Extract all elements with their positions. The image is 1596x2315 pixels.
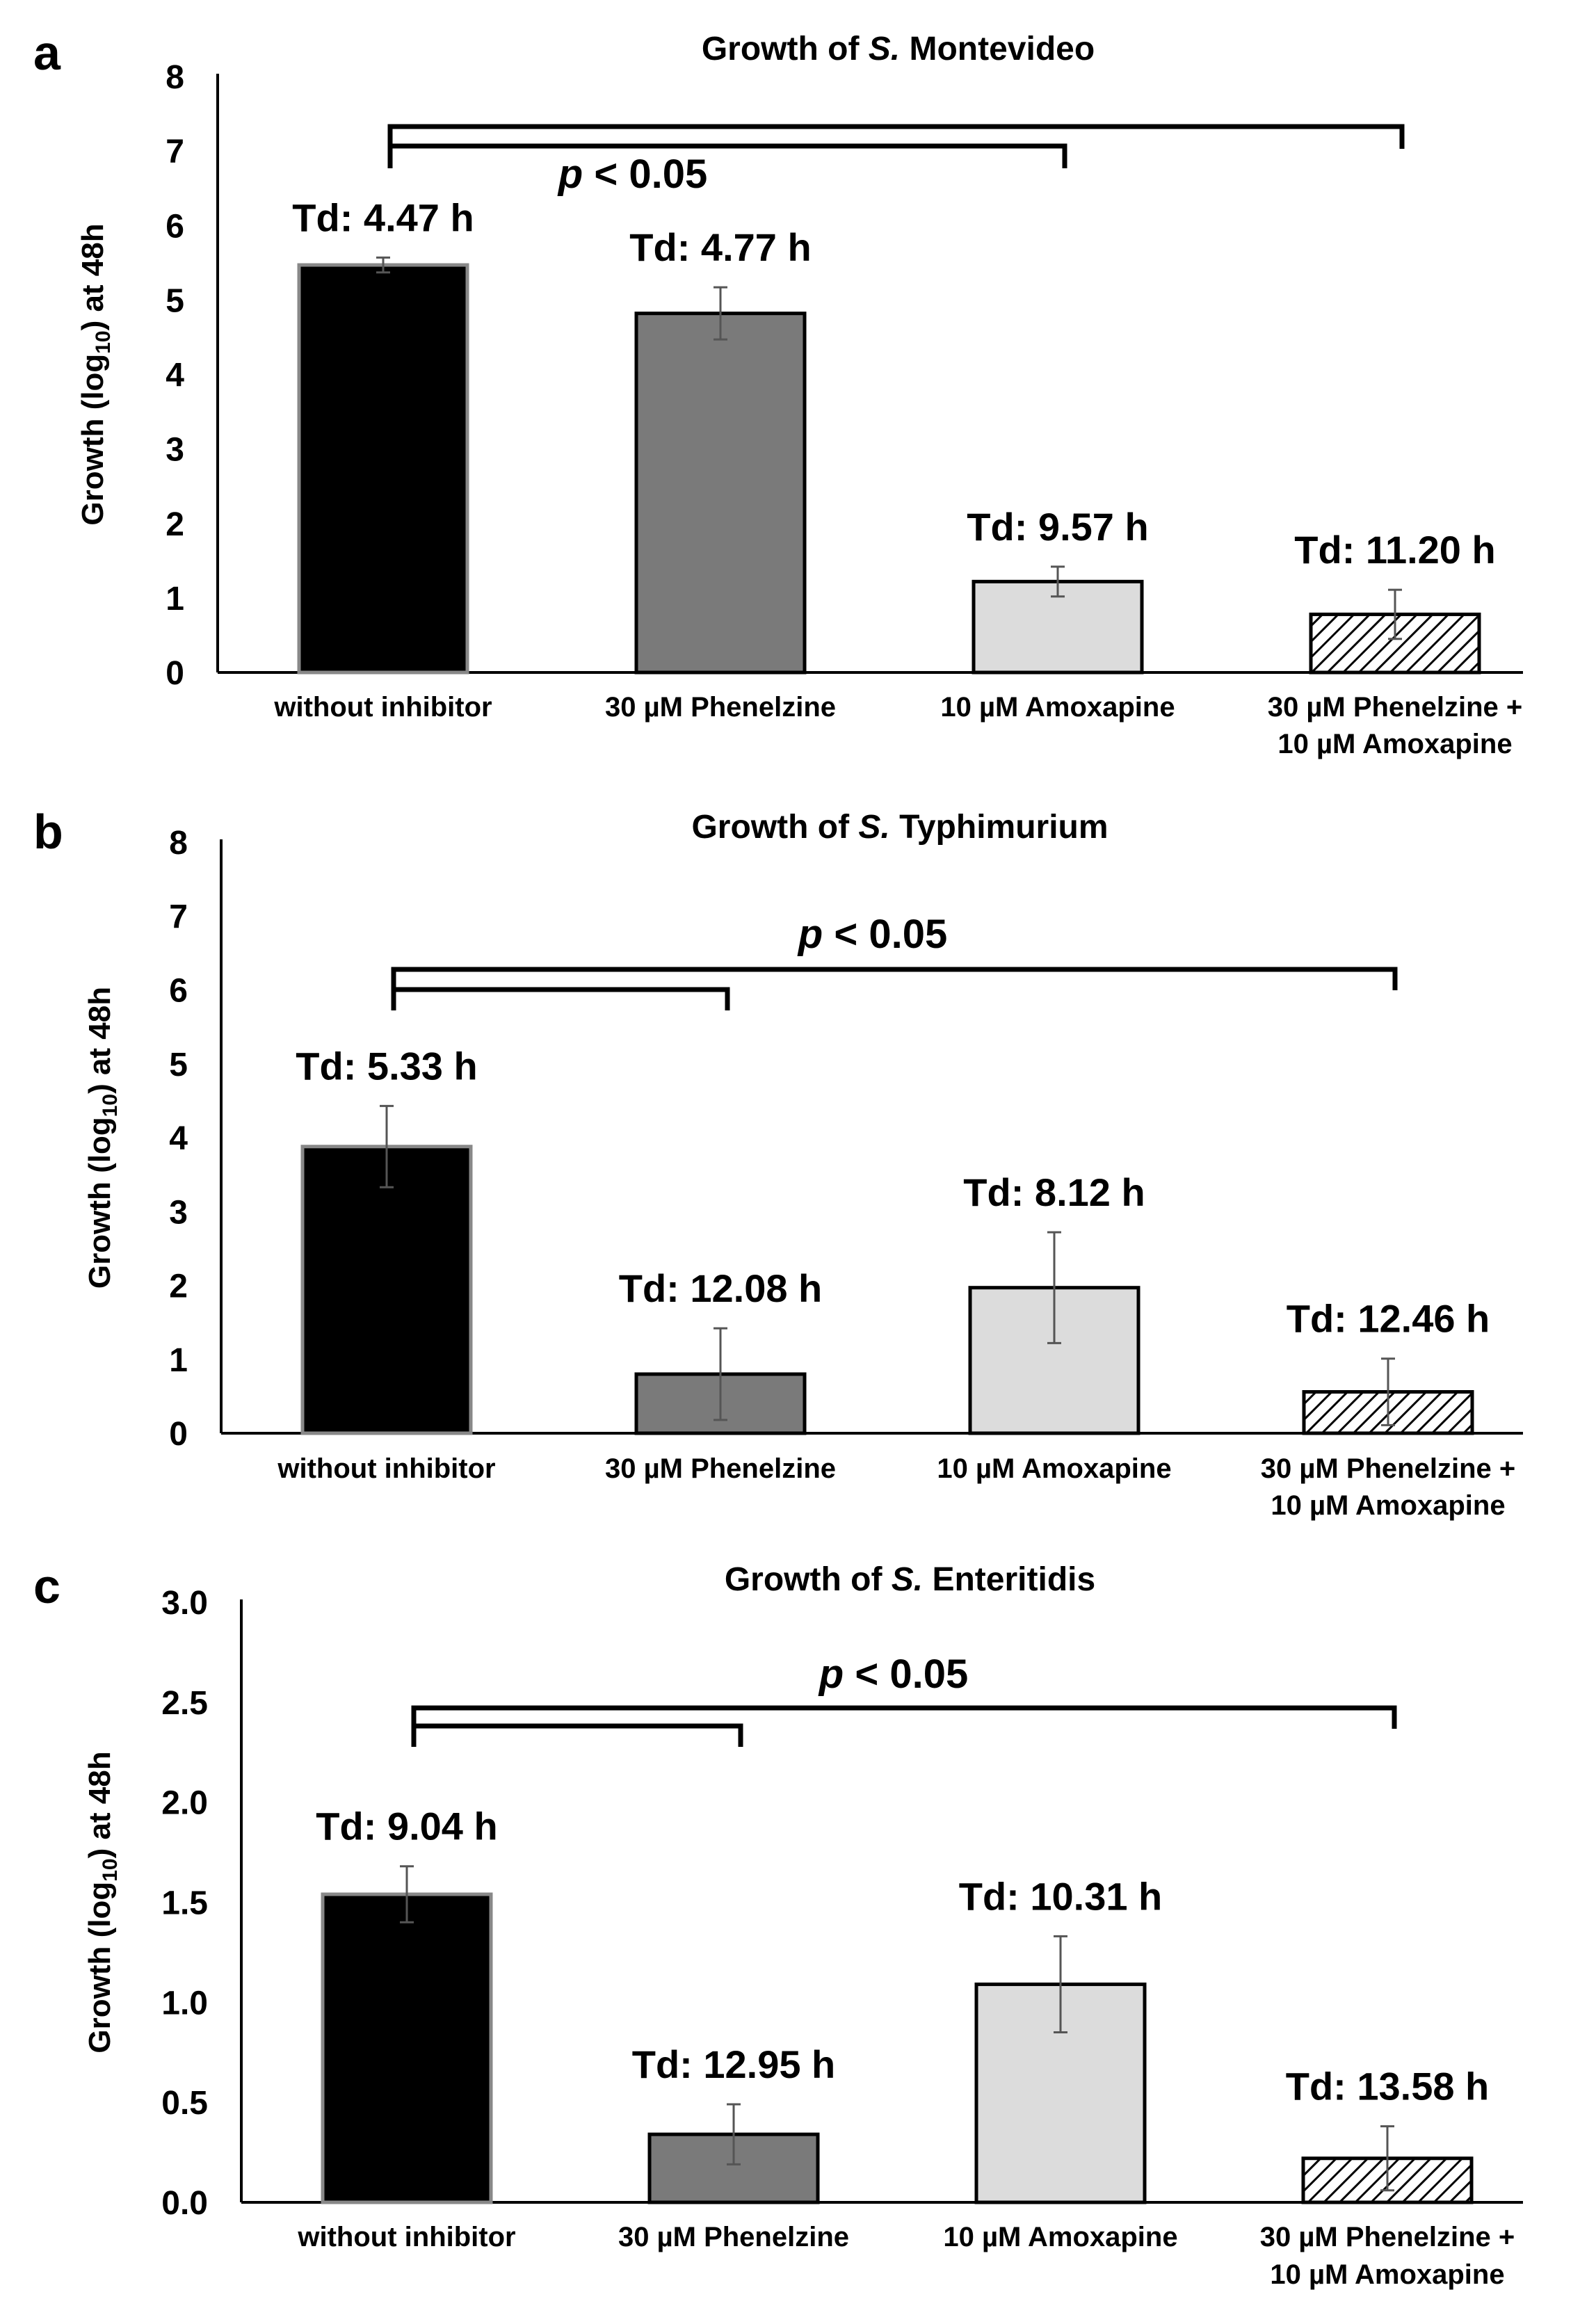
y-tick-label: 3 [169, 1194, 188, 1231]
chart-title: Growth of S. Typhimurium [691, 809, 1108, 846]
chart-panel-b: b Growth of S. Typhimurium Growth (log10) … [33, 805, 1523, 1521]
y-tick-label: 4 [169, 1120, 188, 1157]
x-category-label: 30 µM Phenelzine [618, 2222, 849, 2252]
y-axis-label: Growth (log10) at 48h [83, 987, 122, 1289]
y-tick-label: 0 [166, 655, 184, 692]
x-category-label: 10 µM Amoxapine [943, 2222, 1177, 2252]
bar [647, 2132, 820, 2204]
x-category-label-line2: 10 µM Amoxapine [1277, 729, 1512, 759]
bar [321, 1892, 493, 2204]
x-category-label: 30 µM Phenelzine + [1260, 2222, 1515, 2252]
x-category-label: 30 µM Phenelzine + [1268, 692, 1523, 723]
panel-letter: b [33, 805, 63, 859]
td-annotation: Td: 9.57 h [967, 505, 1148, 549]
y-axis-label: Growth (log10) at 48h [83, 1751, 122, 2053]
significance-bracket [391, 967, 1398, 990]
y-axis-label: Growth (log10) at 48h [76, 223, 115, 525]
x-category-label-line2: 10 µM Amoxapine [1270, 2259, 1504, 2290]
p-value-label: p < 0.05 [818, 1652, 968, 1697]
y-tick-label: 3.0 [161, 1585, 208, 1622]
chart-title: Growth of S. Enteritidis [725, 1561, 1095, 1598]
x-category-label-line2: 10 µM Amoxapine [1271, 1490, 1505, 1521]
y-tick-label: 2.0 [161, 1785, 208, 1822]
y-tick-label: 0.5 [161, 2085, 208, 2122]
x-category-label: without inhibitor [277, 1453, 495, 1484]
y-tick-label: 2 [169, 1268, 188, 1305]
y-tick-label: 3 [166, 432, 184, 469]
p-value-label: p < 0.05 [557, 152, 707, 197]
y-tick-label: 1 [169, 1342, 188, 1379]
p-value-label: p < 0.05 [797, 912, 947, 957]
td-annotation: Td: 8.12 h [963, 1170, 1145, 1214]
y-tick-label: 7 [166, 134, 184, 170]
panel-letter: a [33, 26, 61, 80]
y-tick-label: 6 [169, 973, 188, 1010]
x-category-label: 10 µM Amoxapine [937, 1453, 1171, 1484]
y-tick-label: 0.0 [161, 2185, 208, 2222]
y-tick-label: 5 [169, 1047, 188, 1083]
td-annotation: Td: 9.04 h [316, 1805, 497, 1848]
chart-title: Growth of S. Montevideo [702, 31, 1095, 67]
y-tick-label: 8 [169, 825, 188, 862]
significance-bracket [387, 124, 1405, 149]
y-tick-label: 8 [166, 59, 184, 96]
td-annotation: Td: 11.20 h [1294, 528, 1495, 572]
y-tick-label: 2.5 [161, 1685, 208, 1722]
bar [634, 312, 807, 675]
td-annotation: Td: 10.31 h [959, 1874, 1163, 1918]
y-tick-label: 4 [166, 357, 184, 394]
td-annotation: Td: 12.46 h [1287, 1297, 1490, 1341]
y-tick-label: 2 [166, 506, 184, 543]
td-annotation: Td: 12.08 h [619, 1266, 823, 1310]
td-annotation: Td: 12.95 h [632, 2042, 836, 2086]
significance-bracket [387, 143, 1067, 168]
y-tick-label: 0 [169, 1416, 188, 1453]
x-category-label: without inhibitor [297, 2222, 515, 2252]
y-tick-label: 1.5 [161, 1885, 208, 1922]
x-category-label: without inhibitor [273, 692, 492, 723]
y-tick-label: 1 [166, 581, 184, 618]
td-annotation: Td: 4.47 h [292, 195, 474, 239]
significance-bracket [411, 1705, 1397, 1729]
bar [300, 1145, 473, 1435]
td-annotation: Td: 5.33 h [296, 1044, 477, 1088]
y-tick-label: 5 [166, 282, 184, 319]
panel-letter: c [33, 1559, 61, 1613]
significance-bracket [411, 1723, 743, 1747]
x-category-label: 10 µM Amoxapine [940, 692, 1175, 723]
significance-bracket [391, 987, 730, 1010]
bar [297, 263, 469, 675]
x-category-label: 30 µM Phenelzine + [1261, 1453, 1516, 1484]
td-annotation: Td: 4.77 h [629, 225, 811, 269]
chart-panel-a: a Growth of S. Montevideo Growth (log10) a… [33, 26, 1523, 759]
x-category-label: 30 µM Phenelzine [605, 1453, 836, 1484]
td-annotation: Td: 13.58 h [1286, 2065, 1490, 2108]
y-tick-label: 7 [169, 898, 188, 935]
y-tick-label: 1.0 [161, 1985, 208, 2022]
chart-panel-c: c Growth of S. Enteritidis Growth (log10) … [33, 1559, 1523, 2290]
y-tick-label: 6 [166, 208, 184, 245]
x-category-label: 30 µM Phenelzine [605, 692, 836, 723]
